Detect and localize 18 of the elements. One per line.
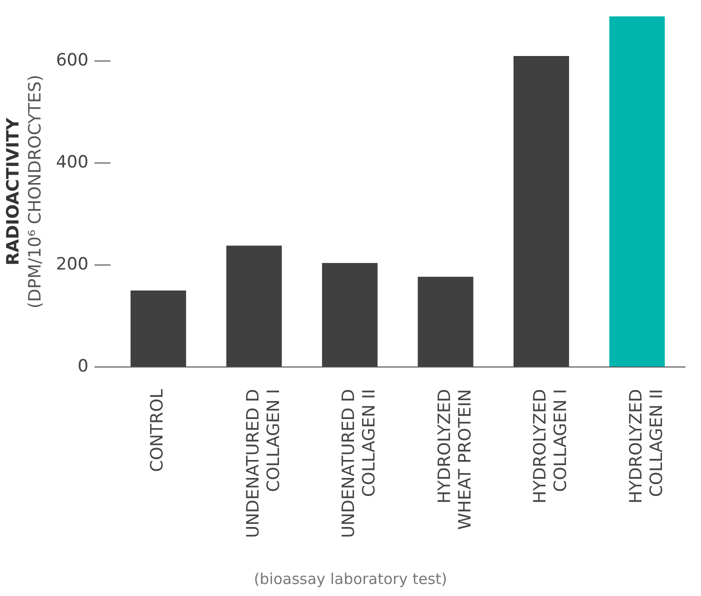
bar: [130, 290, 186, 367]
bar: [226, 246, 282, 367]
x-tick-label: HYDROLYZED COLLAGEN II: [626, 389, 667, 504]
x-tick-label: HYDROLYZED WHEAT PROTEIN: [434, 389, 476, 530]
y-tick-label: 0: [78, 356, 88, 376]
x-tick-label: UNDENATURED D COLLAGEN I: [243, 389, 284, 538]
y-tick-label: 200: [56, 254, 88, 274]
y-axis-title: RADIOACTIVITY (DPM/10⁶ CHONDROCYTES): [3, 74, 46, 308]
x-tick-label: HYDROLYZED COLLAGEN I: [530, 389, 572, 504]
bar: [514, 56, 570, 367]
y-tick-label: 400: [56, 152, 88, 172]
bar: [609, 16, 665, 367]
x-tick-label: CONTROL: [148, 388, 168, 472]
bar: [418, 276, 474, 367]
bar: [322, 262, 378, 367]
text: (bioassay laboratory test): [252, 570, 448, 588]
y-tick-label: 600: [56, 50, 88, 70]
x-tick-label: UNDENATURED D COLLAGEN II: [339, 389, 380, 538]
